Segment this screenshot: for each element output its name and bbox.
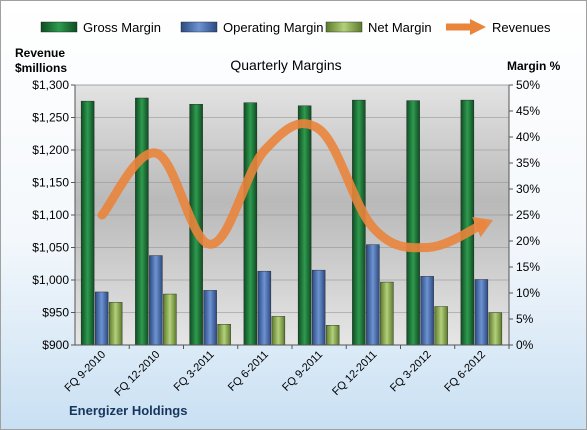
left-tick-label: $1,050: [32, 241, 69, 255]
right-tick-label: 45%: [516, 104, 540, 118]
right-tick-label: 35%: [516, 156, 540, 170]
revenue-line: [97, 119, 487, 253]
net-margin-bar: [271, 316, 286, 346]
x-tick-label: FQ 3-2011: [172, 349, 217, 394]
operating-margin-bar: [474, 279, 489, 346]
x-tick-label: FQ 6-2012: [442, 349, 488, 395]
footer-company: Energizer Holdings: [69, 403, 187, 418]
left-tick-label: $1,200: [32, 143, 69, 157]
right-tick-label: 50%: [516, 78, 540, 92]
legend-arrow-icon: [470, 19, 486, 35]
left-tick-label: $1,250: [32, 111, 69, 125]
right-tick-label: 15%: [516, 260, 540, 274]
left-axis-title-line1: Revenue: [15, 46, 65, 60]
gross-margin-bar: [460, 99, 475, 346]
net-margin-bar: [434, 306, 448, 346]
chart-title: Quarterly Margins: [230, 57, 341, 73]
net-margin-bar: [217, 324, 231, 346]
legend-swatch-net-margin: [325, 21, 363, 33]
gross-margin-bar: [135, 97, 149, 346]
operating-margin-bar: [94, 291, 109, 346]
x-tick-label: FQ 12-2010: [113, 349, 163, 399]
left-tick-label: $900: [42, 338, 69, 352]
left-tick-label: $950: [42, 306, 69, 320]
revenue-arrowhead: [472, 216, 493, 238]
gross-margin-bar: [352, 99, 366, 346]
operating-margin-bar: [203, 290, 217, 346]
x-tick-label: FQ 9-2010: [63, 349, 109, 395]
left-tick-label: $1,000: [32, 273, 69, 287]
legend-label-net-margin: Net Margin: [368, 20, 432, 35]
net-margin-bar: [380, 281, 394, 346]
x-tick-label: FQ 6-2011: [226, 349, 271, 394]
operating-margin-bar: [311, 269, 326, 346]
operating-margin-bar: [420, 276, 434, 346]
x-tick-label: FQ 12-2011: [330, 349, 379, 398]
right-axis-title: Margin %: [507, 59, 561, 73]
revenue-line-layer: [97, 119, 493, 253]
gross-margin-bar: [80, 100, 95, 346]
legend-swatch-operating-margin: [180, 21, 218, 33]
x-tick-label: FQ 3-2012: [388, 349, 434, 395]
net-margin-bar: [108, 302, 123, 346]
gross-margin-bar: [243, 102, 258, 346]
left-tick-label: $1,100: [32, 208, 69, 222]
right-tick-label: 0%: [516, 338, 534, 352]
legend-label-revenues: Revenues: [492, 20, 551, 35]
right-tick-label: 30%: [516, 182, 540, 196]
right-tick-label: 20%: [516, 234, 540, 248]
legend: Gross Margin Operating Margin Net Margin Re…: [40, 19, 551, 35]
legend-label-gross-margin: Gross Margin: [83, 20, 161, 35]
axes: $900 $950 $1,000 $1,050 $1,100 $1,150 $1,200 $1…: [32, 78, 540, 399]
left-axis-title-line2: $millions: [15, 61, 67, 75]
right-tick-label: 10%: [516, 286, 540, 300]
right-tick-label: 40%: [516, 130, 540, 144]
gross-margin-bar: [297, 105, 312, 346]
left-tick-label: $1,150: [32, 176, 69, 190]
x-tick-label: FQ 9-2011: [280, 349, 325, 394]
operating-margin-bar: [149, 255, 163, 346]
left-tick-label: $1,300: [32, 78, 69, 92]
net-margin-bar: [325, 325, 340, 346]
operating-margin-bar: [366, 244, 380, 346]
right-tick-label: 5%: [516, 312, 534, 326]
operating-margin-bar: [257, 270, 272, 346]
gross-margin-bar: [406, 100, 420, 346]
right-tick-label: 25%: [516, 208, 540, 222]
legend-swatch-gross-margin: [40, 21, 78, 33]
net-margin-bar: [163, 293, 177, 346]
legend-label-operating-margin: Operating Margin: [223, 20, 323, 35]
net-margin-bar: [488, 312, 503, 346]
